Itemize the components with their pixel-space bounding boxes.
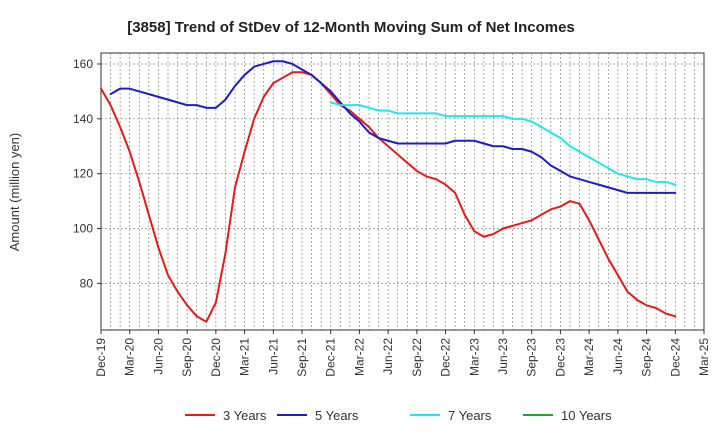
grid (101, 53, 704, 330)
x-ticks: Dec-19 Mar-20 Jun-20 Sep-20 Dec-20 Mar-21 Jun-… (94, 330, 711, 377)
x-tick-label: Jun-20 (151, 338, 165, 375)
series-line-3-years (100, 71, 677, 323)
x-tick-label: Sep-23 (525, 338, 539, 377)
y-tick-label: 140 (73, 112, 93, 126)
y-axis-label: Amount (million yen) (7, 133, 22, 252)
x-tick-label: Mar-21 (238, 338, 252, 376)
series-lines (100, 60, 677, 323)
legend: 3 Years 5 Years 7 Years 10 Years (185, 408, 612, 423)
x-tick-label: Dec-24 (668, 338, 682, 377)
y-ticks: 80 100 120 140 160 (73, 57, 101, 290)
x-tick-label: Mar-20 (123, 338, 137, 376)
y-tick-label: 120 (73, 167, 93, 181)
x-tick-label: Dec-23 (553, 338, 567, 377)
x-tick-label: Dec-22 (439, 338, 453, 377)
x-tick-label: Jun-24 (611, 338, 625, 375)
x-tick-label: Dec-21 (324, 338, 338, 377)
legend-label-3-years: 3 Years (223, 408, 267, 423)
y-tick-label: 80 (80, 276, 94, 290)
x-tick-label: Jun-22 (381, 338, 395, 375)
legend-label-7-years: 7 Years (448, 408, 492, 423)
chart-title: [3858] Trend of StDev of 12-Month Moving… (127, 19, 575, 36)
series-line-7-years (329, 101, 677, 186)
legend-label-10-years: 10 Years (561, 408, 612, 423)
x-tick-label: Mar-24 (582, 338, 596, 376)
x-tick-label: Mar-23 (467, 338, 481, 376)
series-line-5-years (109, 60, 677, 194)
x-tick-label: Sep-20 (180, 338, 194, 377)
x-tick-label: Jun-23 (496, 338, 510, 375)
y-tick-label: 100 (73, 222, 93, 236)
x-tick-label: Sep-24 (640, 338, 654, 377)
x-tick-label: Dec-19 (94, 338, 108, 377)
x-tick-label: Mar-22 (352, 338, 366, 376)
x-tick-label: Jun-21 (266, 338, 280, 375)
legend-label-5-years: 5 Years (315, 408, 359, 423)
y-tick-label: 160 (73, 57, 93, 71)
x-tick-label: Mar-25 (697, 338, 711, 376)
x-tick-label: Sep-22 (410, 338, 424, 377)
plot-frame (100, 52, 705, 331)
x-tick-label: Sep-21 (295, 338, 309, 377)
x-tick-label: Dec-20 (209, 338, 223, 377)
